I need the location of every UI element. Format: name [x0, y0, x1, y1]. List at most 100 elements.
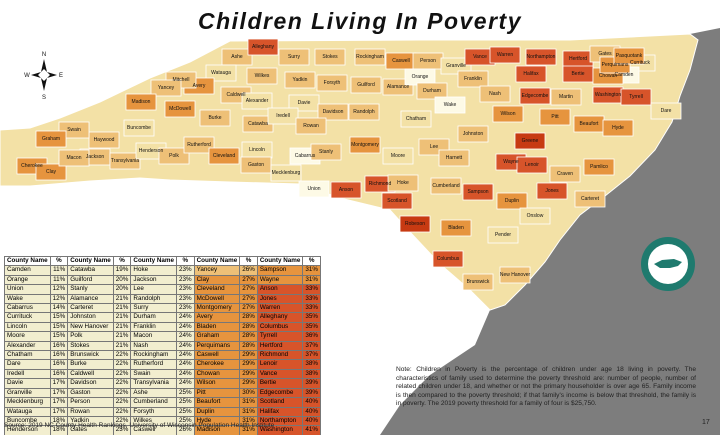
cell-percent: 14%: [49, 303, 69, 314]
compass-rose: N S W E: [24, 52, 63, 101]
header-county-name: County Name: [4, 255, 51, 267]
cell-percent: 22%: [112, 368, 132, 380]
county-label: Yadkin: [293, 77, 308, 83]
cell-percent: 21%: [112, 331, 132, 342]
county-label: Rockingham: [356, 54, 384, 60]
cell-percent: 22%: [112, 406, 132, 417]
cell-county-name: Rowan: [67, 406, 114, 417]
county-yancey: [150, 79, 182, 97]
county-label: Cabarrus: [295, 153, 316, 159]
cell-county-name: Swain: [130, 368, 177, 380]
compass-e-label: E: [59, 73, 63, 79]
county-label: Mecklenburg: [272, 170, 301, 176]
compass-w-label: W: [24, 73, 30, 79]
cell-percent: 28%: [239, 331, 258, 342]
county-watauga: [205, 64, 237, 82]
cell-county-name: Columbus: [256, 321, 304, 333]
cell-percent: 37%: [302, 340, 322, 352]
compass-south-arrow: [41, 78, 47, 91]
cell-percent: 33%: [302, 284, 322, 295]
county-label: Greene: [522, 138, 539, 144]
cell-percent: 39%: [302, 387, 322, 399]
cell-percent: 11%: [49, 265, 69, 276]
cell-percent: 17%: [49, 397, 69, 408]
county-sampson: [462, 183, 494, 201]
county-label: Mitchell: [173, 77, 190, 83]
cell-county-name: Moore: [4, 331, 51, 342]
county-label: Edgecombe: [522, 93, 549, 99]
county-label: Hertford: [569, 56, 587, 62]
cell-percent: 17%: [49, 406, 69, 417]
county-clay: [35, 163, 67, 181]
cell-percent: 29%: [239, 350, 258, 361]
cell-county-name: Beaufort: [193, 397, 241, 408]
cell-percent: 23%: [176, 303, 195, 314]
cell-county-name: Guilford: [67, 274, 114, 286]
cell-county-name: Cabarrus: [4, 303, 51, 314]
county-chatham: [400, 110, 432, 128]
cell-county-name: Pitt: [193, 387, 241, 399]
county-polk: [158, 147, 190, 165]
table-row: Dare 16% Burke 22% Rutherford 24% Cherokee 29% L…: [4, 359, 322, 370]
table-row: Cabarrus 14% Carteret 21% Surry 23% Montgomery…: [4, 303, 322, 314]
county-label: Alamance: [387, 84, 409, 90]
county-label: Pitt: [551, 114, 559, 120]
county-columbus: [432, 250, 464, 268]
county-label: Anson: [339, 187, 353, 193]
cell-county-name: Cherokee: [193, 359, 241, 370]
county-label: Perquimans: [602, 62, 629, 68]
county-dare: [650, 102, 682, 120]
county-label: Richmond: [369, 181, 392, 187]
county-label: Cumberland: [432, 183, 459, 189]
cell-county-name: Catawba: [67, 265, 114, 276]
cell-percent: 15%: [49, 321, 69, 333]
cell-percent: 27%: [239, 274, 258, 286]
county-pasquotank: [613, 47, 645, 65]
county-label: Jackson: [86, 154, 105, 160]
county-label: Pender: [495, 232, 511, 238]
cell-percent: 24%: [176, 359, 195, 370]
county-label: Harnett: [446, 155, 463, 161]
county-randolph: [348, 103, 380, 121]
county-graham: [35, 130, 67, 148]
county-new-hanover: [499, 266, 531, 284]
county-label: Jones: [545, 188, 559, 194]
header-percent: %: [112, 255, 132, 267]
cell-county-name: Wayne: [256, 274, 304, 286]
county-rutherford: [183, 136, 215, 154]
county-franklin: [457, 70, 489, 88]
county-montgomery: [349, 136, 381, 154]
cell-county-name: Macon: [130, 331, 177, 342]
county-forsyth: [316, 74, 348, 92]
table-header-row: County Name% County Name% County Name% Coun…: [4, 255, 322, 267]
table-row: Currituck 15% Johnston 21% Durham 24% Avery 28%…: [4, 312, 322, 323]
county-mcdowell: [164, 100, 196, 118]
county-label: Durham: [423, 88, 441, 94]
cell-county-name: Yancey: [193, 265, 241, 276]
cell-county-name: New Hanover: [67, 321, 114, 333]
cell-county-name: Avery: [193, 312, 241, 323]
cell-percent: 35%: [302, 312, 322, 323]
cell-percent: 24%: [176, 331, 195, 342]
cell-county-name: Ashe: [130, 387, 177, 399]
county-rockingham: [354, 48, 386, 66]
table-row: Orange 11% Guilford 20% Jackson 23% Clay 27% Way…: [4, 274, 322, 286]
compass-n-label: N: [42, 52, 46, 58]
cell-percent: 24%: [176, 368, 195, 380]
cell-county-name: Burke: [67, 359, 114, 370]
cell-percent: 16%: [49, 359, 69, 370]
cell-county-name: Caswell: [193, 350, 241, 361]
cell-percent: 17%: [49, 378, 69, 389]
cell-percent: 21%: [112, 312, 132, 323]
compass-s-label: S: [42, 95, 46, 101]
cell-percent: 24%: [176, 321, 195, 333]
county-bladen: [440, 219, 472, 237]
county-brunswick: [462, 273, 494, 291]
header-percent: %: [239, 255, 258, 267]
cell-percent: 21%: [112, 321, 132, 333]
cell-county-name: Perquimans: [193, 340, 241, 352]
county-macon: [58, 149, 90, 167]
county-davidson: [317, 103, 349, 121]
county-label: Tyrrell: [629, 94, 643, 100]
cell-percent: 16%: [49, 350, 69, 361]
